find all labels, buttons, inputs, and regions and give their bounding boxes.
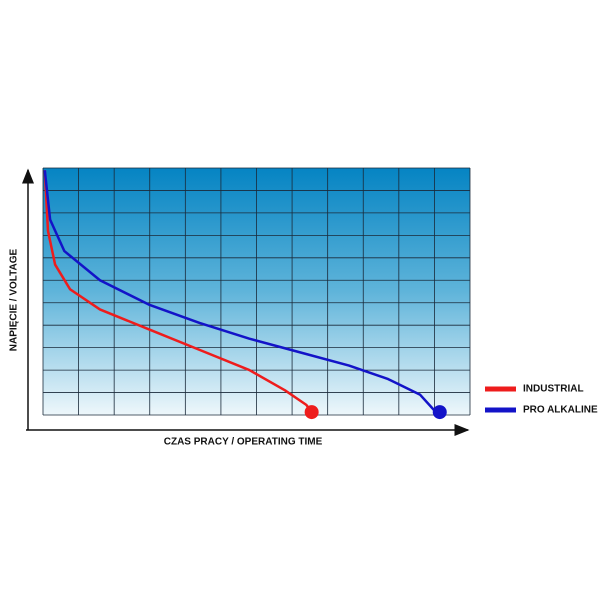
end-point [432,405,447,420]
line [43,170,441,414]
legend-label: PRO ALKALINE [523,405,598,416]
y-axis-label: NAPIĘCIE / VOLTAGE [9,248,20,351]
end-point [304,405,319,420]
line [43,170,313,413]
x-axis-label: CZAS PRACY / OPERATING TIME [164,437,323,448]
legend-label: INDUSTRIAL [523,384,584,395]
